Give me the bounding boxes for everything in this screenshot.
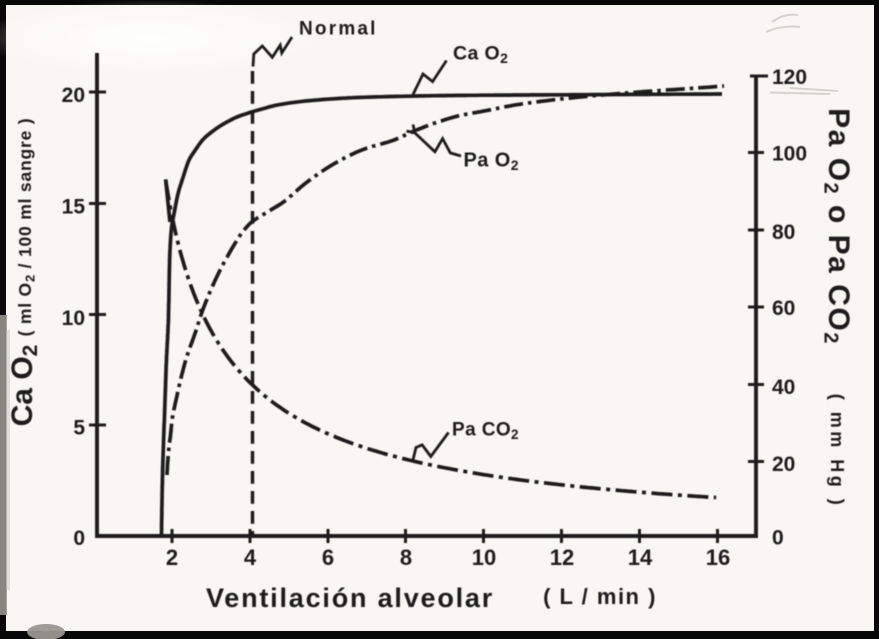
svg-text:10: 10 [62,307,85,330]
svg-text:Pa CO2: Pa CO2 [452,420,519,443]
svg-text:10: 10 [472,545,496,570]
svg-text:80: 80 [772,221,795,244]
svg-text:Pa O2: Pa O2 [464,150,519,174]
svg-text:( mm Hg ): ( mm Hg ) [827,394,847,509]
svg-text:100: 100 [772,143,807,166]
svg-text:0: 0 [73,527,85,550]
svg-text:2: 2 [166,545,178,570]
svg-text:6: 6 [322,545,334,570]
svg-text:Ca O2: Ca O2 [6,345,42,427]
svg-text:40: 40 [772,376,795,399]
svg-text:4: 4 [244,545,257,570]
svg-text:20: 20 [772,453,795,476]
svg-text:20: 20 [62,84,85,107]
svg-text:60: 60 [772,297,795,320]
svg-text:0: 0 [772,527,784,550]
svg-text:15: 15 [62,196,86,219]
svg-text:Ca O2: Ca O2 [453,43,508,67]
svg-text:14: 14 [628,545,653,570]
svg-text:120: 120 [772,66,807,89]
svg-text:Pa O2 o Pa CO2: Pa O2 o Pa CO2 [820,108,856,345]
svg-text:12: 12 [550,545,574,570]
svg-text:Normal: Normal [299,19,378,40]
svg-text:( L / min ): ( L / min ) [543,584,657,609]
svg-text:8: 8 [400,545,412,570]
svg-text:( ml O2 / 100 ml sangre ): ( ml O2 / 100 ml sangre ) [15,118,38,337]
svg-text:5: 5 [73,417,85,440]
svg-text:Ventilación alveolar: Ventilación alveolar [206,583,494,613]
svg-text:16: 16 [706,545,730,570]
